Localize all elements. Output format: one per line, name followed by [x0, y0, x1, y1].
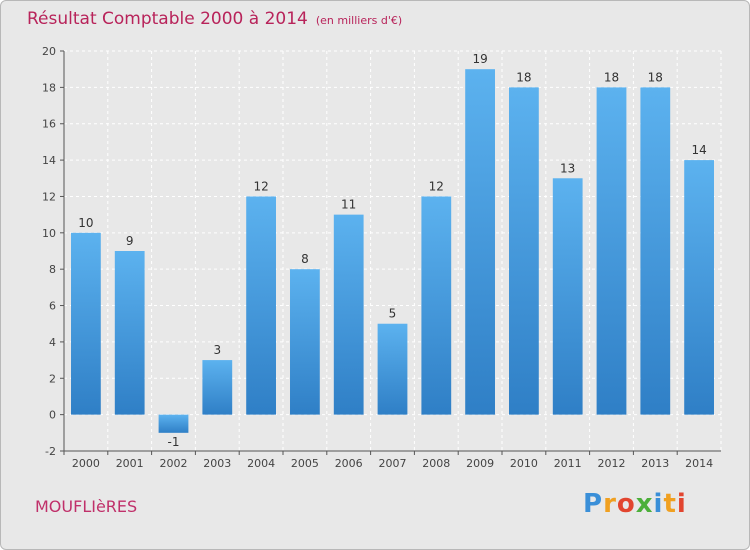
- y-tick-label: -2: [45, 445, 56, 458]
- data-label: 3: [213, 343, 221, 357]
- x-tick-label: 2012: [598, 457, 626, 470]
- y-tick-label: 0: [49, 409, 56, 422]
- y-tick-label: 2: [49, 372, 56, 385]
- x-tick-label: 2007: [379, 457, 407, 470]
- y-tick-label: 12: [42, 190, 56, 203]
- title-unit: (en milliers d'€): [315, 14, 403, 27]
- title-text: Résultat Comptable 2000 à 2014: [27, 9, 308, 29]
- y-tick-label: 10: [42, 227, 56, 240]
- x-tick-label: 2006: [335, 457, 363, 470]
- x-tick-label: 2009: [466, 457, 494, 470]
- x-tick-label: 2002: [160, 457, 188, 470]
- data-label: 18: [516, 70, 531, 84]
- data-label: 9: [126, 234, 134, 248]
- data-label: 14: [691, 143, 706, 157]
- y-tick-label: 20: [42, 45, 56, 58]
- y-tick-label: 8: [49, 263, 56, 276]
- y-tick-label: 4: [49, 336, 56, 349]
- bar: [640, 87, 671, 415]
- x-tick-label: 2013: [641, 457, 669, 470]
- data-label: 13: [560, 161, 575, 175]
- x-tick-label: 2008: [422, 457, 450, 470]
- bar: [158, 414, 189, 433]
- x-tick-label: 2005: [291, 457, 319, 470]
- data-label: -1: [168, 435, 180, 449]
- x-tick-label: 2004: [247, 457, 275, 470]
- data-label: 5: [389, 307, 397, 321]
- y-tick-label: 6: [49, 300, 56, 313]
- logo-letter: r: [603, 489, 617, 519]
- x-tick-label: 2003: [203, 457, 231, 470]
- bar: [114, 251, 145, 415]
- bars: 10 9 -1 3 12 8 11 5 12 19 18 13 18 18 14: [71, 52, 714, 449]
- bar: [465, 69, 495, 415]
- y-tick-label: 14: [42, 154, 56, 167]
- place-name: MOUFLIèRES: [35, 497, 138, 516]
- bar: [202, 360, 233, 415]
- data-label: 18: [648, 70, 663, 84]
- y-tick-label: 18: [42, 81, 56, 94]
- bar: [684, 160, 714, 415]
- logo-letter: i: [676, 489, 687, 519]
- bar: [246, 196, 276, 415]
- logo-letter: t: [663, 489, 677, 519]
- y-tick-label: 16: [42, 118, 56, 131]
- bar: [290, 269, 320, 415]
- bar: [333, 214, 364, 415]
- bar: [71, 232, 101, 415]
- x-tick-label: 2001: [116, 457, 144, 470]
- bar: [552, 178, 583, 415]
- x-tick-label: 2010: [510, 457, 538, 470]
- axes: -2 0 2 4 6 8 10 12 14 16 18 20 2000 2001 2002 2003 2004 2…: [42, 45, 721, 470]
- data-label: 8: [301, 252, 309, 266]
- chart-title: Résultat Comptable 2000 à 2014 (en millie…: [27, 9, 402, 29]
- bar: [377, 323, 408, 415]
- x-tick-label: 2000: [72, 457, 100, 470]
- data-label: 12: [253, 179, 268, 193]
- logo-letter: i: [653, 489, 664, 519]
- data-label: 18: [604, 70, 619, 84]
- logo-letter: o: [616, 489, 636, 519]
- logo-letter: x: [635, 489, 654, 519]
- data-label: 19: [472, 52, 487, 66]
- bar: [421, 196, 452, 415]
- data-label: 12: [429, 179, 444, 193]
- x-tick-label: 2014: [685, 457, 713, 470]
- logo-letter: P: [583, 489, 604, 519]
- data-label: 10: [78, 216, 93, 230]
- bar: [509, 87, 539, 415]
- bar: [596, 87, 627, 415]
- proxiti-logo[interactable]: Proxiti: [583, 489, 687, 519]
- x-tick-label: 2011: [554, 457, 582, 470]
- data-label: 11: [341, 198, 356, 212]
